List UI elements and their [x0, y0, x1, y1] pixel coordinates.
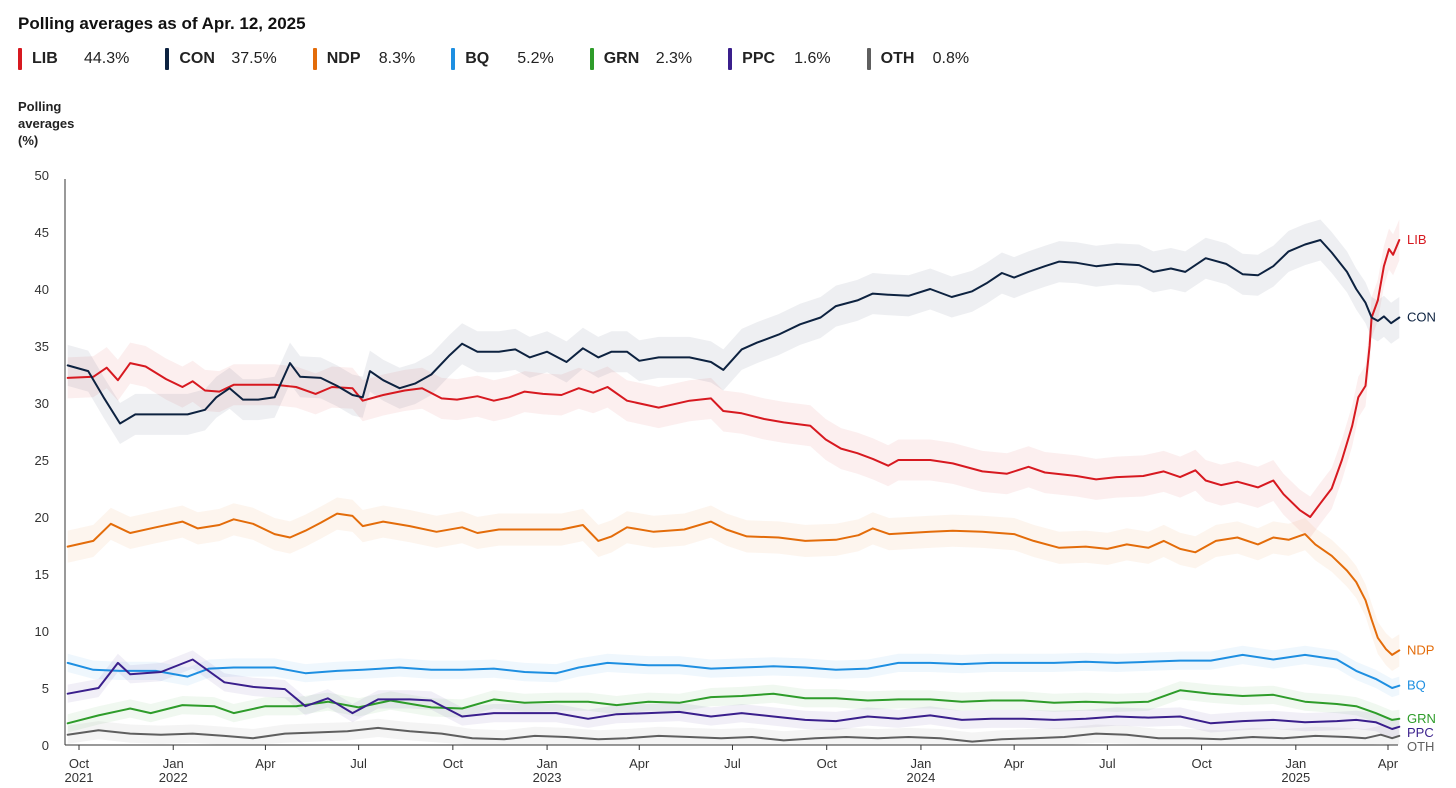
- line-bq[interactable]: [66, 653, 1401, 689]
- x-tick-label: Apr: [1378, 756, 1399, 771]
- legend-swatch-lib: [18, 48, 22, 70]
- y-axis-title-line-2: averages: [18, 116, 75, 131]
- y-tick-label: 40: [35, 282, 49, 297]
- line-oth[interactable]: [66, 726, 1401, 743]
- y-tick-label: 5: [42, 681, 49, 696]
- legend-name-ndp: NDP: [326, 50, 361, 67]
- y-tick-label: 0: [42, 738, 49, 753]
- end-label-con: CON: [1407, 310, 1436, 325]
- x-tick-label: Jan: [163, 756, 184, 771]
- x-tick-label: Jul: [724, 756, 741, 771]
- band-ndp: [67, 497, 1400, 671]
- x-tick-year-label: 2021: [65, 770, 94, 785]
- band-oth: [67, 718, 1400, 745]
- x-tick-label: Oct: [1191, 756, 1212, 771]
- y-tick-label: 45: [35, 225, 49, 240]
- x-tick-label: Oct: [443, 756, 464, 771]
- legend-item-oth[interactable]: OTH 0.8%: [866, 47, 970, 71]
- legend-swatch-bq: [451, 48, 456, 70]
- legend-name-lib: LIB: [32, 50, 58, 67]
- legend-swatch-con: [165, 48, 170, 70]
- line-ppc[interactable]: [66, 658, 1401, 730]
- legend-swatch-ndp: [312, 48, 317, 70]
- end-label-ppc: PPC: [1407, 725, 1434, 740]
- legend-name-ppc: PPC: [742, 50, 776, 67]
- y-tick-label: 25: [35, 453, 49, 468]
- legend-value-oth: 0.8%: [932, 50, 970, 67]
- legend-item-ppc[interactable]: PPC 1.6%: [728, 47, 831, 71]
- legend-value-lib: 44.3%: [84, 50, 130, 67]
- legend-name-oth: OTH: [880, 50, 915, 67]
- y-tick-label: 35: [35, 339, 49, 354]
- legend-value-con: 37.5%: [231, 50, 277, 67]
- legend-name-con: CON: [179, 50, 215, 67]
- x-tick-year-label: 2022: [159, 770, 188, 785]
- chart-legend: LIB 44.3% CON 37.5% NDP 8.3% BQ 5.2% GRN…: [18, 47, 1005, 71]
- band-grn: [67, 681, 1400, 733]
- x-tick-label: Apr: [1004, 756, 1025, 771]
- y-axis-title: Polling averages (%): [18, 98, 88, 149]
- legend-item-ndp[interactable]: NDP 8.3%: [312, 47, 416, 71]
- legend-name-bq: BQ: [465, 50, 490, 67]
- x-tick-label: Jul: [350, 756, 367, 771]
- end-label-oth: OTH: [1407, 739, 1434, 754]
- legend-swatch-oth: [866, 48, 871, 70]
- legend-item-lib[interactable]: LIB 44.3%: [18, 47, 129, 71]
- x-tick-label: Apr: [629, 756, 650, 771]
- y-tick-label: 10: [35, 624, 49, 639]
- legend-name-grn: GRN: [603, 50, 640, 67]
- x-tick-label: Jan: [537, 756, 558, 771]
- x-tick-label: Jul: [1099, 756, 1116, 771]
- legend-value-ndp: 8.3%: [378, 50, 416, 67]
- line-grn[interactable]: [66, 689, 1401, 725]
- x-tick-label: Apr: [255, 756, 276, 771]
- y-tick-label: 20: [35, 510, 49, 525]
- x-tick-year-label: 2023: [533, 770, 562, 785]
- series-lines: [66, 239, 1401, 743]
- y-tick-label: 50: [35, 168, 49, 183]
- y-axis-title-line-1: Polling: [18, 99, 62, 114]
- band-bq: [67, 645, 1400, 698]
- end-label-grn: GRN: [1407, 711, 1436, 726]
- line-ndp[interactable]: [66, 512, 1401, 656]
- end-label-ndp: NDP: [1407, 642, 1434, 657]
- confidence-bands: [67, 219, 1400, 745]
- legend-item-grn[interactable]: GRN 2.3%: [589, 47, 693, 71]
- band-ppc: [67, 650, 1400, 739]
- chart-title: Polling averages as of Apr. 12, 2025: [18, 14, 306, 33]
- legend-value-grn: 2.3%: [655, 50, 693, 67]
- x-tick-label: Jan: [1285, 756, 1306, 771]
- legend-item-bq[interactable]: BQ 5.2%: [451, 47, 554, 71]
- legend-value-bq: 5.2%: [517, 50, 554, 67]
- line-con[interactable]: [66, 239, 1401, 425]
- legend-swatch-ppc: [728, 48, 733, 70]
- band-lib: [67, 219, 1400, 538]
- end-label-lib: LIB: [1407, 232, 1427, 247]
- x-tick-label: Oct: [817, 756, 838, 771]
- x-tick-label: Jan: [910, 756, 931, 771]
- x-tick-year-label: 2024: [906, 770, 935, 785]
- y-tick-label: 30: [35, 396, 49, 411]
- y-tick-label: 15: [35, 567, 49, 582]
- legend-swatch-grn: [589, 48, 594, 70]
- legend-value-ppc: 1.6%: [794, 50, 831, 67]
- legend-item-con[interactable]: CON 37.5%: [165, 47, 277, 71]
- line-lib[interactable]: [66, 239, 1401, 518]
- x-tick-label: Oct: [69, 756, 90, 771]
- end-label-bq: BQ: [1407, 678, 1426, 693]
- y-axis-title-line-3: (%): [18, 133, 39, 148]
- x-tick-year-label: 2025: [1281, 770, 1310, 785]
